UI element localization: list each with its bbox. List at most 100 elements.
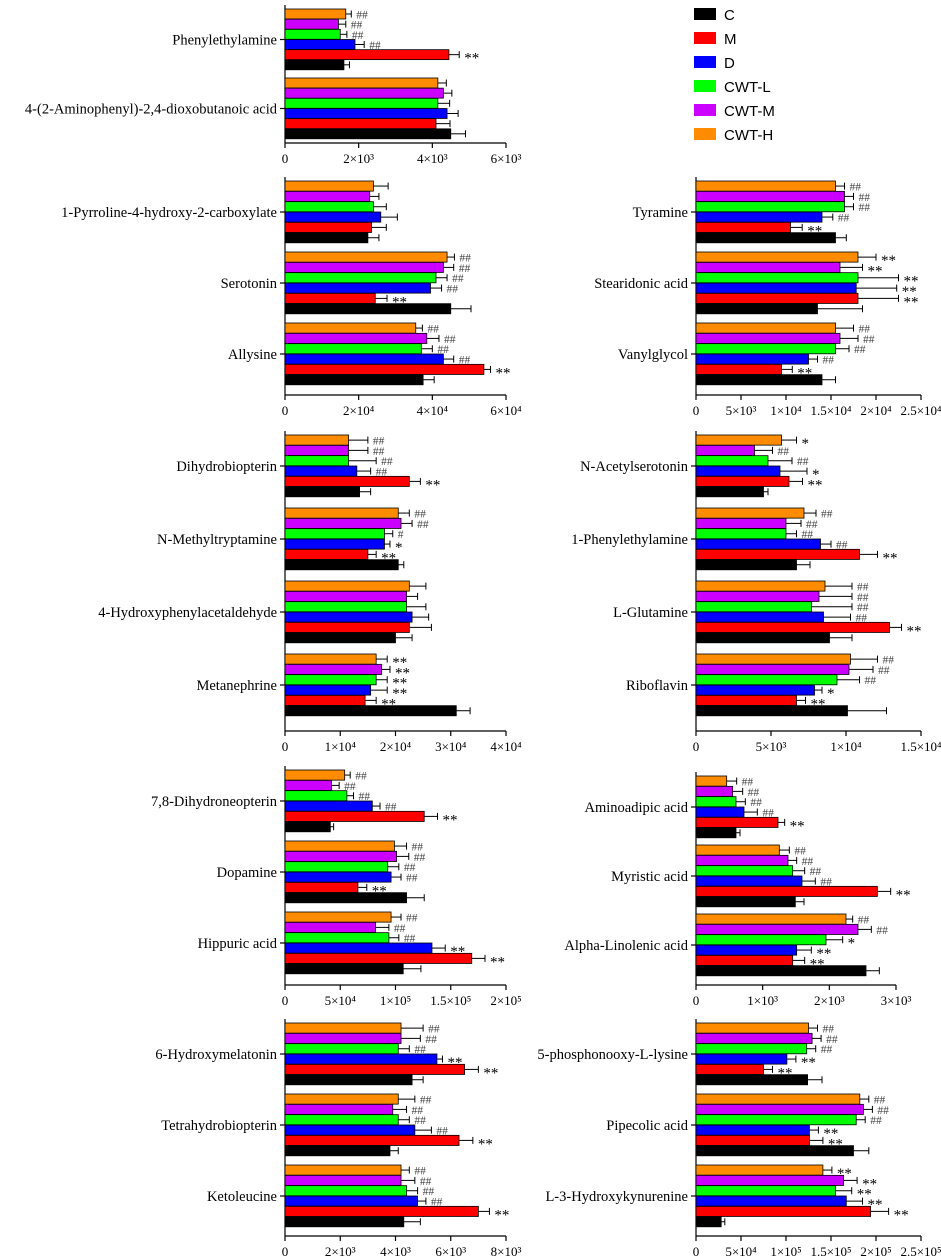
category-label: Stearidonic acid <box>594 276 689 292</box>
category-group: Aminoadipic acid**######## <box>585 775 805 839</box>
category-group: 7,8-Dihydroneopterin**######## <box>151 769 457 833</box>
bar-cwt-m <box>284 261 444 273</box>
bar-d <box>284 353 444 365</box>
x-tick-label: 5×10⁴ <box>725 1244 757 1259</box>
category-group: Hippuric acid****###### <box>198 911 505 975</box>
bar-cwt-m <box>695 517 787 529</box>
significance-mark: * <box>827 686 835 702</box>
bar-cwt-h <box>695 1164 824 1176</box>
category-label: 1-Pyrroline-4-hydroxy-2-carboxylate <box>61 205 277 221</box>
significance-mark: ## <box>821 1044 833 1056</box>
x-tick-label: 0 <box>282 151 289 166</box>
significance-mark: ## <box>856 613 868 625</box>
category-group: N-Methyltryptamine***##### <box>157 507 429 571</box>
significance-mark: ## <box>373 436 385 448</box>
bar-cwt-h <box>695 913 847 925</box>
bar-cwt-l <box>284 455 349 467</box>
bar-m <box>284 1063 465 1075</box>
category-group: Riboflavin***###### <box>626 653 895 717</box>
category-group: Serotonin**######## <box>221 251 472 315</box>
category-group: Vanylglycol**######## <box>618 322 875 386</box>
bar-m <box>284 475 410 487</box>
significance-mark: ** <box>811 696 826 712</box>
significance-mark: ## <box>373 446 385 458</box>
category-label: L-Glutamine <box>613 605 688 621</box>
bar-m <box>695 363 782 375</box>
significance-mark: ## <box>428 1024 440 1036</box>
significance-mark: ## <box>369 40 381 52</box>
bar-cwt-m <box>284 87 444 99</box>
legend-swatch <box>694 128 716 140</box>
significance-mark: ## <box>355 771 367 783</box>
chart-panel-3: 0 5×10³ 1×10⁴ 1.5×10⁴ 2×10⁴ 2.5×10⁴ Tyramine **… <box>594 177 941 418</box>
category-label: L-3-Hydroxykynurenine <box>545 1189 688 1205</box>
significance-mark: ** <box>828 1136 843 1152</box>
bar-d <box>284 1195 419 1207</box>
legend-item-cwt-h: CWT-H <box>694 127 773 144</box>
bar-cwt-m <box>284 779 332 791</box>
category-group: Pipecolic acid****###### <box>606 1093 889 1157</box>
x-tick-label: 0 <box>693 403 700 418</box>
category-group: 1-Phenylethylamine**######## <box>571 507 898 571</box>
significance-mark: ## <box>883 655 895 667</box>
x-tick-label: 2×10⁵ <box>490 993 521 1008</box>
category-label: Riboflavin <box>626 678 689 694</box>
significance-mark: ## <box>404 933 416 945</box>
bar-cwt-l <box>695 455 769 467</box>
bar-d <box>284 282 431 294</box>
bar-c <box>695 632 830 644</box>
significance-mark: ## <box>821 509 833 521</box>
x-tick-label: 1×10⁴ <box>770 403 802 418</box>
bar-cwt-h <box>284 653 377 665</box>
significance-mark: ## <box>406 873 418 885</box>
significance-mark: ## <box>427 324 439 336</box>
bar-d <box>695 353 809 365</box>
bar-c <box>695 559 797 571</box>
legend-item-cwt-m: CWT-M <box>694 103 775 120</box>
bar-cwt-l <box>284 28 341 40</box>
significance-mark: ## <box>359 791 371 803</box>
bar-c <box>695 896 796 908</box>
significance-mark: ## <box>859 202 871 214</box>
bar-m <box>695 548 860 560</box>
bar-d <box>284 871 392 883</box>
bar-cwt-h <box>695 1093 861 1105</box>
significance-mark: ## <box>823 355 835 367</box>
bar-c <box>284 303 452 315</box>
significance-mark: ## <box>381 456 393 468</box>
legend-item-m: M <box>694 31 737 48</box>
bar-c <box>695 303 818 315</box>
category-label: N-Acetylserotonin <box>580 459 689 475</box>
x-tick-label: 1.5×10⁴ <box>900 739 941 754</box>
bar-d <box>284 538 385 550</box>
bar-cwt-l <box>695 528 787 540</box>
significance-mark: ## <box>414 852 426 864</box>
significance-mark: ** <box>478 1136 493 1152</box>
x-tick-label: 2×10⁵ <box>860 1244 891 1259</box>
bar-m <box>695 694 797 706</box>
significance-mark: ## <box>420 1176 432 1188</box>
bar-cwt-l <box>284 272 437 284</box>
significance-mark: ** <box>490 954 505 970</box>
category-label: Myristic acid <box>611 869 689 885</box>
bar-d <box>695 1053 788 1065</box>
category-group: Myristic acid**######## <box>611 844 911 908</box>
bar-cwt-m <box>695 590 820 602</box>
significance-mark: ## <box>810 866 822 878</box>
significance-mark: ## <box>444 334 456 346</box>
bar-cwt-h <box>284 769 346 781</box>
significance-mark: ** <box>896 887 911 903</box>
x-tick-label: 1.5×10⁵ <box>430 993 471 1008</box>
legend-swatch <box>694 80 716 92</box>
significance-mark: ** <box>778 1065 793 1081</box>
category-label: Phenylethylamine <box>172 33 277 49</box>
bar-c <box>284 1074 413 1086</box>
significance-mark: ## <box>870 1115 882 1127</box>
bar-cwt-h <box>284 434 349 446</box>
significance-mark: ## <box>857 602 869 614</box>
bar-m <box>695 475 790 487</box>
bar-cwt-m <box>284 444 349 456</box>
significance-mark: ** <box>447 1055 462 1071</box>
legend-label: CWT-L <box>724 79 771 96</box>
significance-mark: ## <box>414 509 426 521</box>
